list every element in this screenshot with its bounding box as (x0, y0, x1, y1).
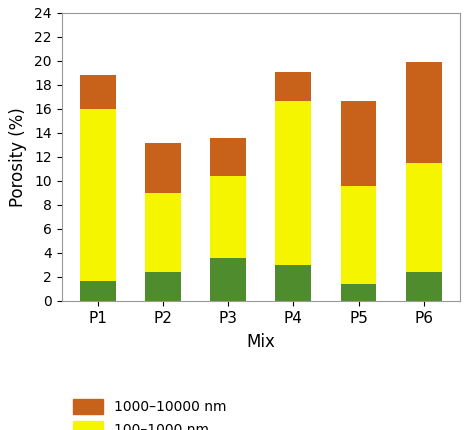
Bar (406, 272, 442, 301)
Bar (341, 186, 376, 284)
Bar (145, 193, 181, 272)
Bar (80, 75, 116, 109)
Legend: 1000–10000 nm, 100–1000 nm, 10–100 nm: 1000–10000 nm, 100–1000 nm, 10–100 nm (69, 394, 231, 430)
Bar (406, 62, 442, 163)
Bar (145, 143, 181, 193)
Bar (341, 101, 376, 186)
Bar (275, 72, 311, 101)
X-axis label: Mix: Mix (246, 333, 275, 351)
Bar (210, 138, 246, 176)
Bar (275, 265, 311, 301)
Bar (275, 101, 311, 265)
Bar (80, 109, 116, 281)
Bar (210, 258, 246, 301)
Bar (145, 272, 181, 301)
Y-axis label: Porosity (%): Porosity (%) (9, 107, 27, 207)
Bar (80, 281, 116, 301)
Bar (210, 176, 246, 258)
Bar (341, 284, 376, 301)
Bar (406, 163, 442, 272)
